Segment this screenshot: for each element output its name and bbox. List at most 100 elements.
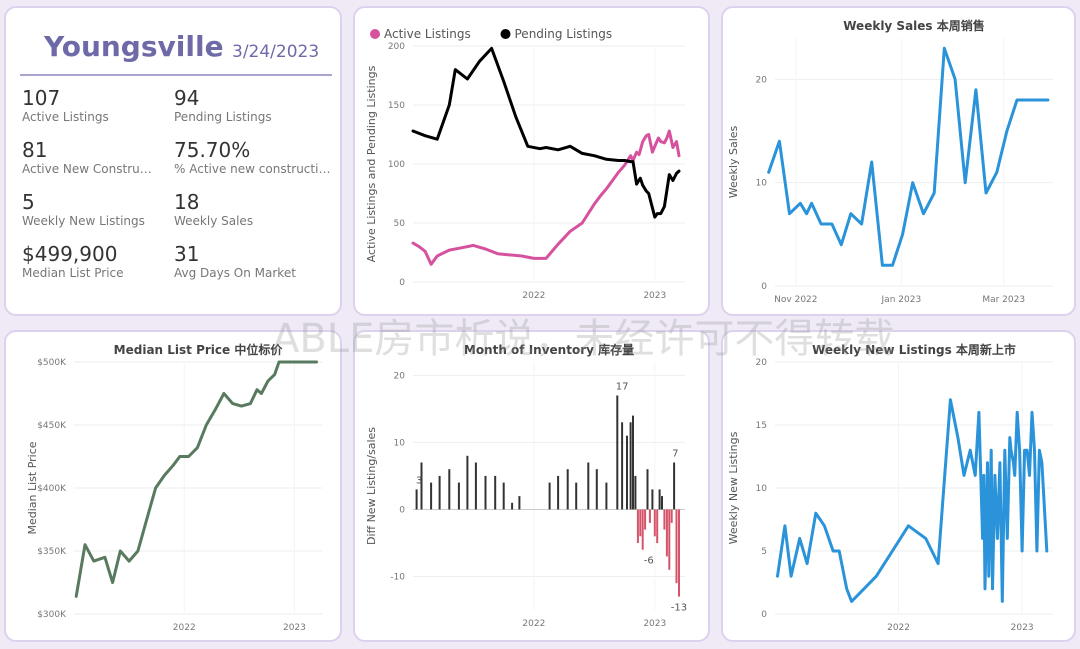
y-tick-label: 20 — [756, 358, 768, 368]
kpi-label: Weekly New Listings — [22, 214, 145, 228]
y-tick-label: $400K — [37, 484, 67, 494]
bar — [670, 509, 673, 523]
y-tick-label: $500K — [37, 358, 67, 368]
median-price-chart: Median List Price 中位标价 $300K $350K $400K $45… — [26, 342, 322, 633]
bar — [678, 509, 680, 597]
bar — [575, 482, 578, 510]
bar — [675, 509, 678, 584]
bar — [548, 482, 551, 510]
y-axis-label: Median List Price — [26, 441, 39, 534]
x-tick-label: Mar 2023 — [982, 295, 1025, 305]
x-tick-label: 2022 — [887, 623, 910, 633]
series-line — [767, 46, 1050, 267]
bar — [448, 469, 451, 510]
report-date: 3/24/2023 — [232, 42, 320, 62]
y-axis-label: Diff New Listing/sales — [365, 427, 378, 545]
kpi-label: Pending Listings — [174, 110, 272, 124]
bar — [673, 462, 676, 510]
kpi-value: 94 — [174, 86, 200, 110]
kpi-value: 31 — [174, 242, 200, 266]
kpi-avg-days-on-market: 31 Avg Days On Market — [174, 242, 334, 281]
new-listings-chart: Weekly New Listings 本周新上市 0 5 10 15 20 2022 202… — [727, 342, 1053, 633]
data-label: 3 — [416, 475, 422, 486]
bar — [518, 496, 521, 510]
y-tick-label: 10 — [756, 179, 768, 189]
inventory-chart: Month of Inventory 库存量 -10 0 10 20 2022 2023 Di… — [365, 342, 687, 629]
bar — [430, 482, 433, 510]
y-tick-label: 50 — [394, 219, 406, 229]
bar — [466, 455, 469, 510]
legend-label: Pending Listings — [515, 27, 613, 41]
bar — [511, 502, 514, 510]
kpi--active-new-constructions: 75.70%% Active new constructions — [174, 138, 334, 177]
bar — [457, 482, 460, 510]
bar — [557, 475, 560, 510]
bar — [626, 435, 628, 510]
data-label: 17 — [616, 382, 629, 393]
y-tick-label: 0 — [761, 610, 767, 620]
bar — [658, 489, 661, 510]
kpi-label: Avg Days On Market — [174, 266, 296, 280]
y-tick-label: 0 — [399, 505, 405, 515]
legend-marker — [370, 29, 380, 39]
bar — [653, 509, 656, 537]
bar — [644, 509, 647, 530]
bar — [636, 509, 639, 543]
y-tick-label: $350K — [37, 547, 67, 557]
y-tick-label: 10 — [394, 438, 406, 448]
new-listings-card: Weekly New Listings 本周新上市 0 5 10 15 20 2022 202… — [721, 330, 1076, 642]
kpi-card: Youngsville 3/24/2023 107 Active Listings… — [4, 6, 342, 316]
y-tick-label: 5 — [761, 547, 767, 557]
kpi-value: 81 — [22, 138, 48, 162]
bar — [474, 462, 477, 510]
y-axis-label: Active Listings and Pending Listings — [365, 65, 378, 262]
bar — [661, 496, 663, 510]
y-tick-label: 0 — [761, 282, 767, 292]
bar — [494, 475, 497, 510]
bar — [641, 509, 644, 550]
y-tick-label: -10 — [390, 572, 405, 582]
bar — [616, 395, 619, 510]
kpi-label: Weekly Sales — [174, 214, 254, 228]
series-line — [776, 398, 1049, 603]
kpi-weekly-sales: 18 Weekly Sales — [174, 190, 334, 229]
kpi-value: 18 — [174, 190, 200, 214]
kpi-value: $499,900 — [22, 242, 118, 266]
bar — [566, 469, 569, 510]
data-label: -13 — [671, 603, 687, 614]
legend-marker — [500, 29, 511, 39]
kpi-label: % Active new constructions — [174, 162, 334, 176]
bar — [502, 482, 505, 510]
kpi-value: 107 — [22, 86, 61, 110]
inventory-card: Month of Inventory 库存量 -10 0 10 20 2022 2023 Di… — [353, 330, 710, 642]
series-line — [411, 46, 681, 219]
bar — [632, 415, 634, 510]
data-label: -6 — [644, 556, 654, 567]
bar — [605, 482, 608, 510]
bar — [415, 489, 418, 510]
series-line — [74, 360, 318, 598]
listings-chart: 0 50 100 150 200 2022 2023 Active Listings and … — [365, 27, 685, 301]
kpi-value: 5 — [22, 190, 35, 214]
kpi-weekly-new-listings: 5 Weekly New Listings — [22, 190, 182, 229]
weekly-sales-chart: Weekly Sales 本周销售 0 10 20 Nov 2022 Jan 2023 Ma… — [727, 18, 1053, 305]
median-price-card: Median List Price 中位标价 $300K $350K $400K $45… — [4, 330, 342, 642]
chart-title: Month of Inventory 库存量 — [464, 342, 634, 357]
bar — [668, 509, 671, 570]
kpi-label: Median List Price — [22, 266, 124, 280]
bar — [629, 422, 632, 510]
bar — [438, 475, 441, 510]
x-tick-label: Nov 2022 — [774, 295, 817, 305]
data-label: 7 — [672, 449, 678, 460]
kpi-median-list-price: $499,900 Median List Price — [22, 242, 182, 281]
series-line — [411, 129, 681, 266]
bar — [484, 475, 487, 510]
bar — [621, 422, 624, 510]
bar — [634, 475, 637, 510]
chart-title: Median List Price 中位标价 — [114, 342, 284, 357]
y-tick-label: $300K — [37, 610, 67, 620]
x-tick-label: 2023 — [643, 291, 666, 301]
bar — [639, 509, 642, 537]
x-tick-label: 2022 — [522, 619, 545, 629]
